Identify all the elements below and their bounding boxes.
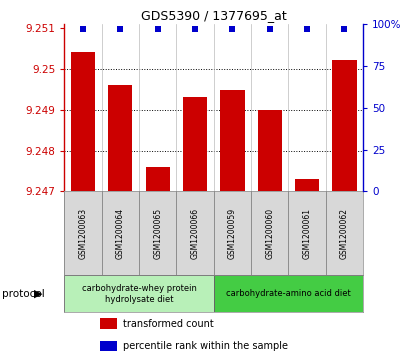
Text: ▶: ▶ bbox=[34, 289, 43, 299]
Text: GSM1200062: GSM1200062 bbox=[340, 208, 349, 259]
Text: GSM1200059: GSM1200059 bbox=[228, 208, 237, 259]
Text: carbohydrate-amino acid diet: carbohydrate-amino acid diet bbox=[226, 289, 351, 298]
Point bbox=[229, 26, 236, 32]
Text: GSM1200061: GSM1200061 bbox=[303, 208, 312, 259]
Bar bbox=[146, 167, 170, 192]
Bar bbox=[183, 97, 207, 192]
Text: GSM1200064: GSM1200064 bbox=[116, 208, 125, 259]
Bar bbox=[100, 318, 117, 329]
Bar bbox=[214, 276, 363, 312]
Text: GSM1200065: GSM1200065 bbox=[153, 208, 162, 259]
Text: transformed count: transformed count bbox=[122, 319, 213, 329]
Bar bbox=[108, 85, 132, 192]
Text: GSM1200063: GSM1200063 bbox=[78, 208, 88, 259]
Bar bbox=[100, 340, 117, 351]
Bar bbox=[295, 179, 319, 192]
Point bbox=[154, 26, 161, 32]
Bar bbox=[332, 61, 356, 192]
Point bbox=[117, 26, 124, 32]
Bar bbox=[258, 110, 282, 192]
Point bbox=[80, 26, 86, 32]
Text: carbohydrate-whey protein
hydrolysate diet: carbohydrate-whey protein hydrolysate di… bbox=[82, 284, 196, 303]
Text: GSM1200060: GSM1200060 bbox=[265, 208, 274, 259]
Title: GDS5390 / 1377695_at: GDS5390 / 1377695_at bbox=[141, 9, 287, 23]
Text: GSM1200066: GSM1200066 bbox=[190, 208, 200, 259]
Bar bbox=[220, 90, 244, 192]
Point bbox=[266, 26, 273, 32]
Text: protocol: protocol bbox=[2, 289, 45, 299]
Point bbox=[192, 26, 198, 32]
Point bbox=[304, 26, 310, 32]
Bar bbox=[71, 52, 95, 192]
Bar bbox=[64, 276, 214, 312]
Text: percentile rank within the sample: percentile rank within the sample bbox=[122, 341, 288, 351]
Point bbox=[341, 26, 348, 32]
